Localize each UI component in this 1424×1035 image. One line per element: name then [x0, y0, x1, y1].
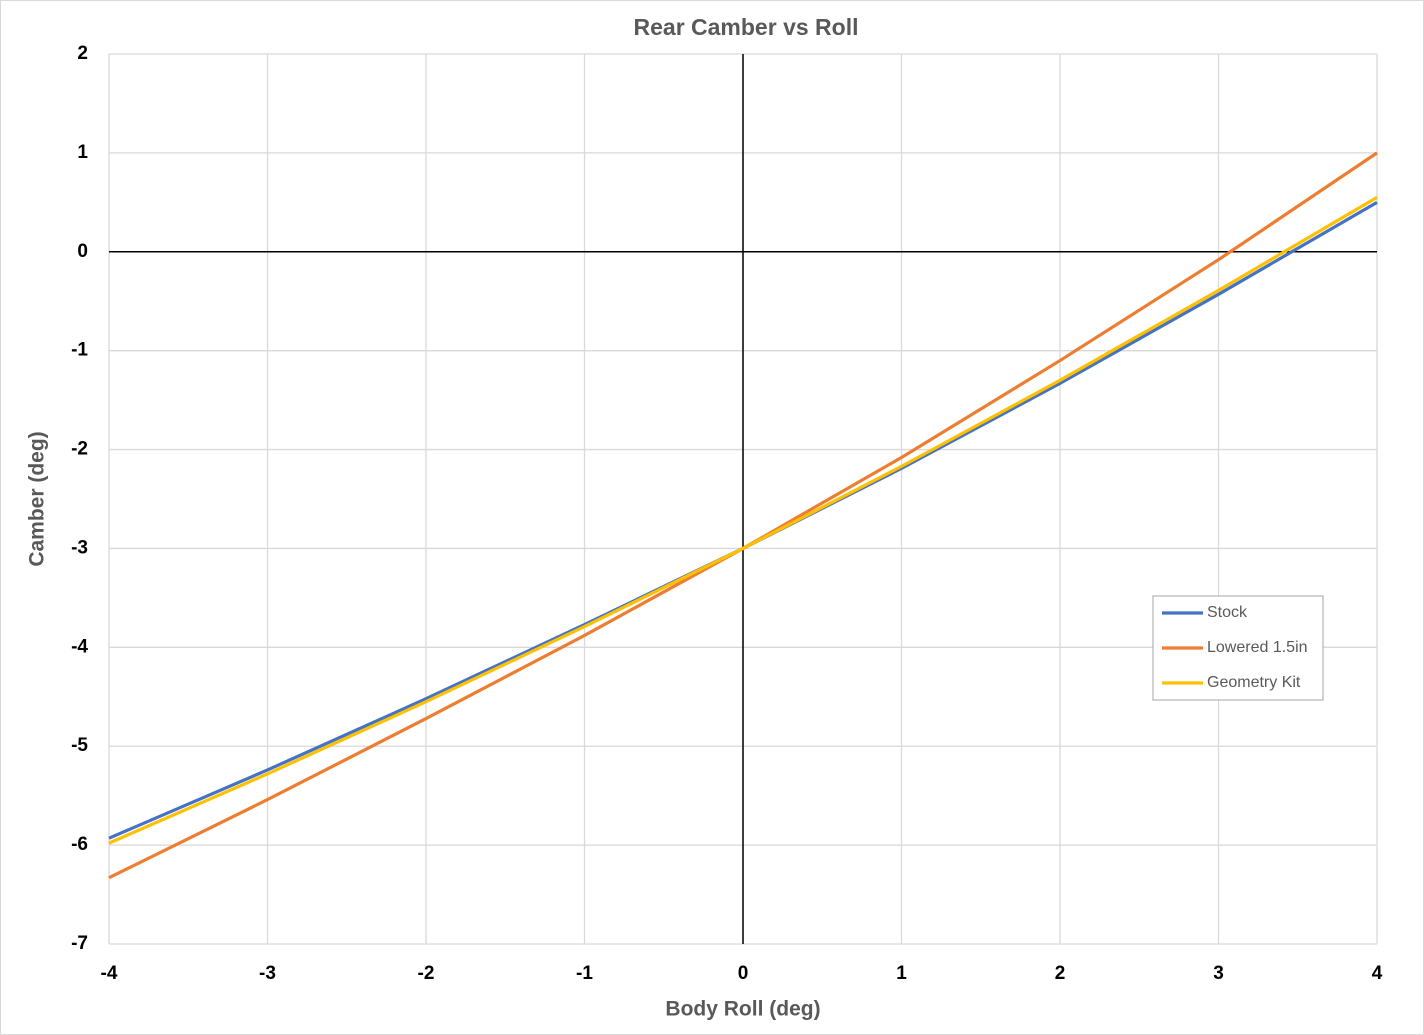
series-line: [108, 196, 1378, 845]
y-tick-label: 2: [77, 43, 88, 64]
x-tick-label: -1: [576, 963, 593, 984]
x-tick-label: -4: [101, 963, 118, 984]
x-tick-label: 3: [1213, 963, 1224, 984]
y-tick-label: -7: [71, 933, 88, 954]
x-tick-label: 2: [1055, 963, 1066, 984]
legend-label: Stock: [1207, 604, 1248, 621]
y-tick-label: 1: [77, 142, 88, 163]
y-tick-label: -6: [71, 834, 88, 855]
y-axis-label: Camber (deg): [26, 431, 49, 566]
x-tick-label: -3: [259, 963, 276, 984]
y-tick-label: -1: [71, 340, 88, 361]
x-tick-label: -2: [418, 963, 435, 984]
y-tick-label: 0: [77, 241, 88, 262]
legend-label: Geometry Kit: [1207, 674, 1301, 691]
x-tick-label: 4: [1372, 963, 1383, 984]
y-tick-label: -2: [71, 439, 88, 460]
x-tick-label: 0: [738, 963, 749, 984]
y-tick-label: -5: [71, 735, 88, 756]
y-tick-label: -4: [71, 636, 88, 657]
chart-title: Rear Camber vs Roll: [634, 14, 859, 40]
x-tick-label: 1: [896, 963, 907, 984]
y-tick-label: -3: [71, 537, 88, 558]
x-axis-label: Body Roll (deg): [665, 998, 820, 1021]
legend-label: Lowered 1.5in: [1207, 639, 1308, 656]
